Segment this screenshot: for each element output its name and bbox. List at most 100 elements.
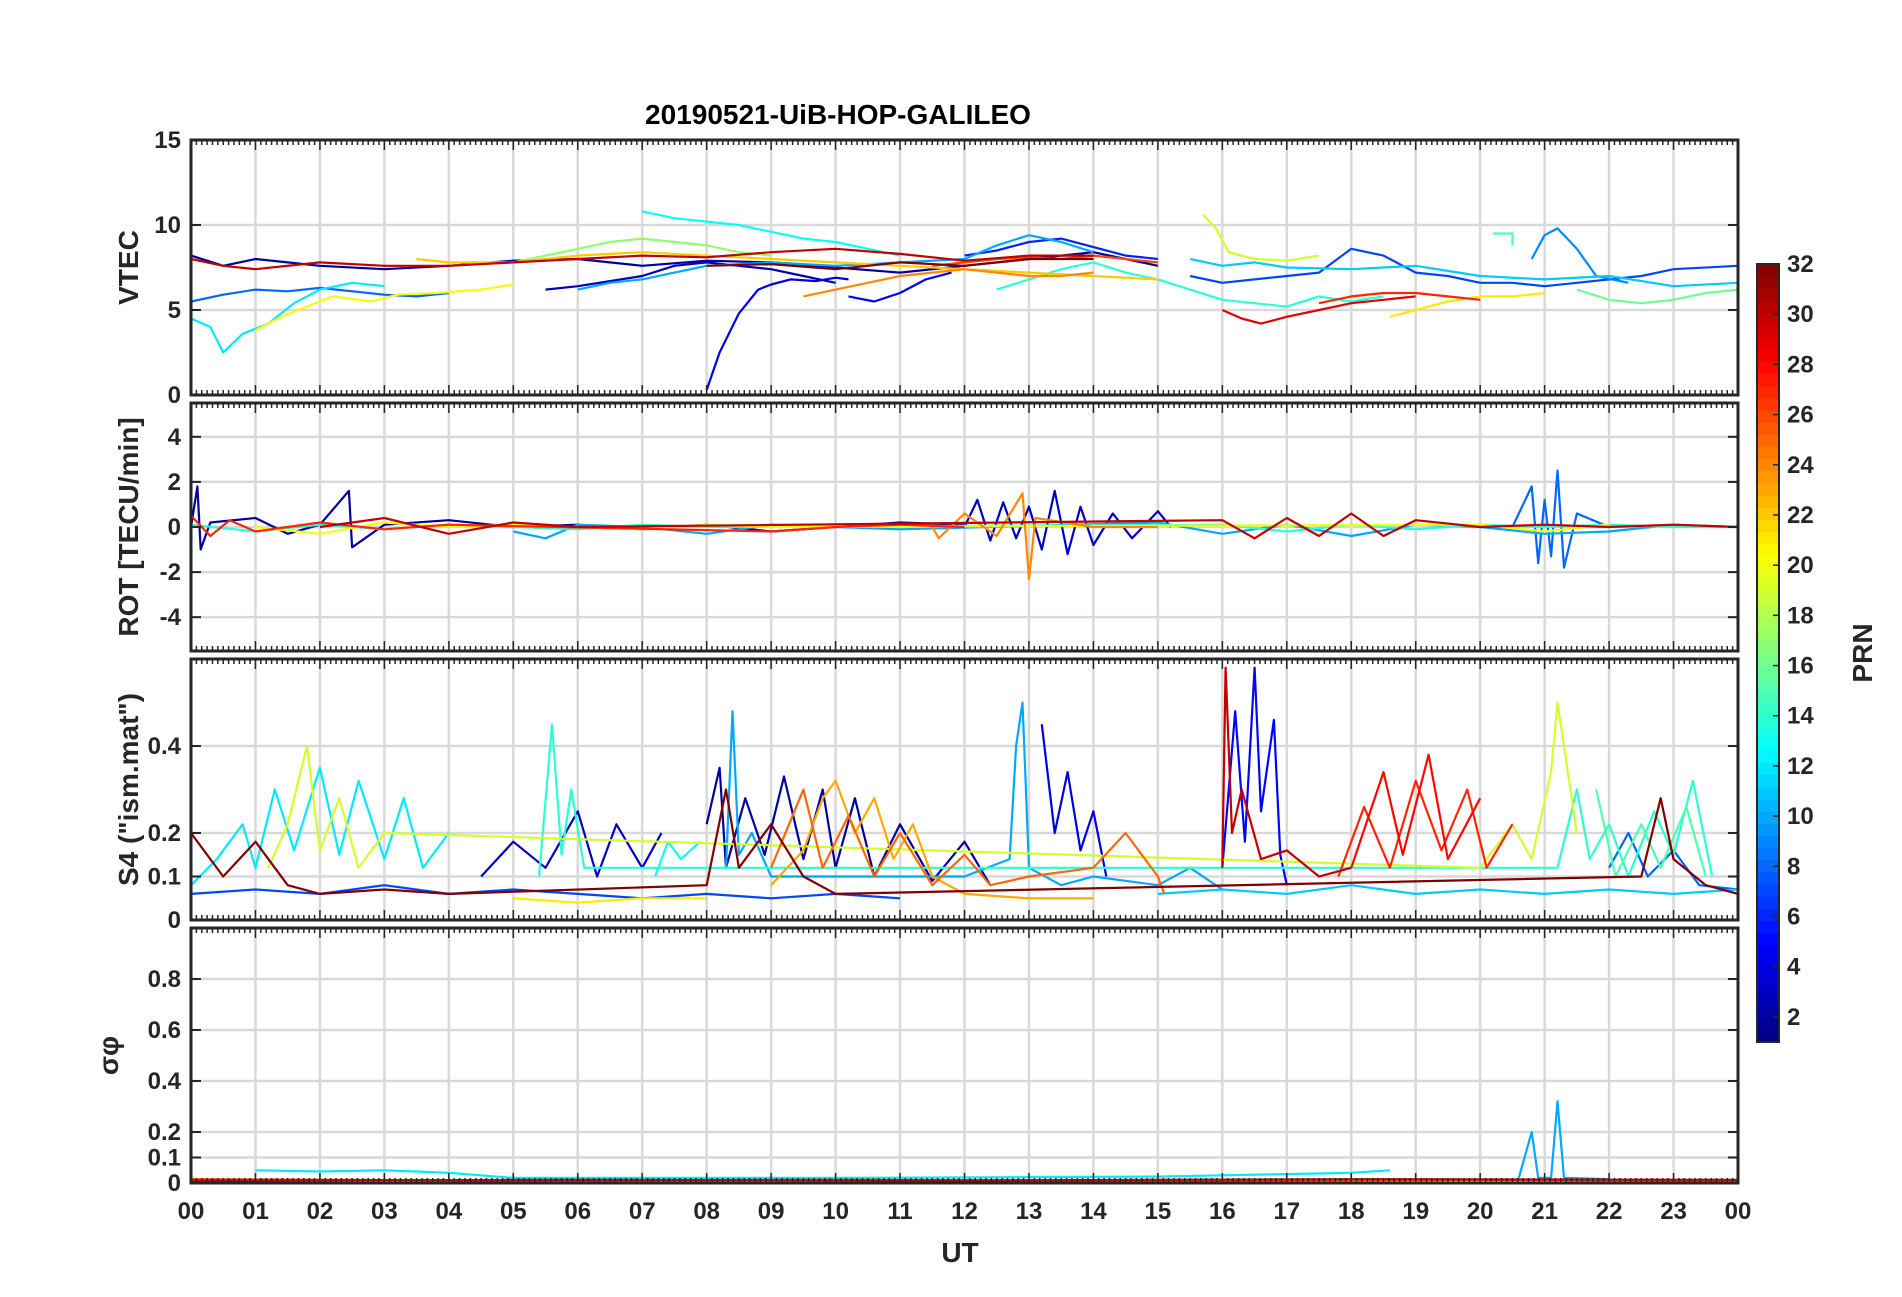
colorbar-swatch	[1757, 336, 1779, 350]
colorbar-swatch	[1757, 592, 1779, 605]
colorbar-frame	[1756, 263, 1780, 1043]
colorbar-swatch	[1757, 701, 1779, 715]
colorbar-swatch	[1757, 604, 1779, 618]
colorbar-swatch	[1757, 324, 1779, 338]
x-tick-label: 16	[1209, 1198, 1236, 1225]
series-prn-30	[191, 247, 1094, 271]
series-prn-6	[964, 237, 1159, 261]
series-prn-14	[996, 261, 1384, 308]
colorbar-swatch	[1757, 422, 1779, 435]
colorbar-swatch	[1757, 944, 1779, 958]
y-tick-label: 2	[168, 469, 181, 496]
colorbar-tick-label: 26	[1787, 402, 1814, 429]
colorbar-tick-label: 22	[1787, 502, 1814, 529]
colorbar-swatch	[1757, 640, 1779, 654]
colorbar-tick-label: 2	[1787, 1004, 1800, 1031]
series-group	[191, 666, 1738, 904]
colorbar-tick-label: 30	[1787, 301, 1814, 328]
colorbar-swatch	[1757, 555, 1779, 569]
colorbar-swatch	[1757, 871, 1779, 885]
colorbar-swatch	[1757, 288, 1779, 302]
x-tick-label: 15	[1145, 1198, 1172, 1225]
series-prn-16	[1576, 288, 1738, 305]
series-prn-8	[1511, 469, 1610, 569]
colorbar-tick-label: 18	[1787, 602, 1814, 629]
colorbar-tick-label: 24	[1787, 452, 1814, 479]
x-tick-label: 08	[693, 1198, 720, 1225]
series-prn-30	[1221, 666, 1352, 878]
y-tick-label: 5	[168, 297, 181, 324]
x-tick-label: 09	[758, 1198, 785, 1225]
colorbar-swatch	[1757, 482, 1779, 496]
colorbar-swatch	[1757, 859, 1779, 873]
x-tick-label: 01	[242, 1198, 269, 1225]
colorbar-swatch	[1757, 811, 1779, 824]
x-tick-label: 17	[1273, 1198, 1300, 1225]
y-tick-label: -4	[160, 604, 182, 631]
y-tick-label: 15	[154, 127, 181, 154]
colorbar-swatch	[1757, 458, 1779, 472]
x-tick-label: 23	[1660, 1198, 1687, 1225]
colorbar-swatch	[1757, 750, 1779, 764]
colorbar-swatch	[1757, 981, 1779, 994]
series-prn-10	[724, 701, 1223, 891]
chart-title: 20190521-UiB-HOP-GALILEO	[645, 99, 1031, 130]
series-prn-11	[1157, 884, 1738, 896]
colorbar-swatch	[1757, 276, 1779, 289]
series-prn-19	[1202, 214, 1320, 262]
series-prn-24	[803, 268, 1094, 298]
colorbar-swatch	[1757, 373, 1779, 387]
y-tick-label: 0	[168, 514, 181, 541]
series-prn-23	[770, 779, 1094, 900]
series-prn-5	[1221, 666, 1288, 886]
colorbar-swatch	[1757, 713, 1779, 727]
colorbar-swatch	[1757, 762, 1779, 776]
series-prn-8	[191, 286, 449, 303]
x-tick-label: 07	[629, 1198, 656, 1225]
colorbar-swatch	[1757, 956, 1779, 970]
x-tick-label: 18	[1338, 1198, 1365, 1225]
y-axis-label: S4 ("ism.mat")	[113, 693, 144, 886]
colorbar-swatch	[1757, 786, 1779, 800]
y-tick-label: -2	[160, 559, 181, 586]
colorbar-swatch	[1757, 823, 1779, 836]
colorbar-swatch	[1757, 300, 1779, 314]
x-tick-label: 10	[822, 1198, 849, 1225]
colorbar-tick-label: 16	[1787, 653, 1814, 680]
x-tick-label: 03	[371, 1198, 398, 1225]
series-prn-15	[1595, 789, 1707, 878]
colorbar-swatch	[1757, 397, 1779, 411]
x-axis-label: UT	[941, 1237, 978, 1268]
colorbar-swatch	[1757, 665, 1779, 678]
series-prn-25	[770, 788, 1166, 895]
colorbar-tick-label: 32	[1787, 251, 1814, 278]
y-tick-label: 0.6	[148, 1017, 181, 1044]
x-tick-label: 13	[1016, 1198, 1043, 1225]
colorbar-swatch	[1757, 507, 1779, 520]
series-prn-12	[255, 1169, 1390, 1180]
colorbar-swatch	[1757, 1005, 1779, 1019]
series-prn-3	[480, 810, 663, 878]
series-prn-10	[1517, 1100, 1610, 1181]
x-tick-label: 12	[951, 1198, 978, 1225]
series-prn-30	[319, 512, 1738, 540]
series-prn-15	[1493, 232, 1514, 246]
colorbar-swatch	[1757, 689, 1779, 703]
colorbar-swatch	[1757, 883, 1779, 897]
series-prn-17	[448, 237, 772, 267]
colorbar-swatch	[1757, 494, 1779, 508]
colorbar-tick-label: 6	[1787, 904, 1800, 931]
colorbar-swatch	[1757, 446, 1779, 460]
y-axis-label: ROT [TECU/min]	[113, 417, 144, 636]
series-group	[191, 210, 1738, 391]
panel-sigma_phi: 00.10.2 0.4 0.6 0.8 σφ	[93, 926, 1740, 1197]
x-tick-label: 19	[1402, 1198, 1429, 1225]
colorbar-swatch	[1757, 993, 1779, 1007]
series-prn-28	[1350, 753, 1482, 869]
colorbar-swatch	[1757, 1029, 1779, 1043]
x-tick-label: 06	[564, 1198, 591, 1225]
series-prn-5	[848, 271, 952, 303]
colorbar-tick-label: 10	[1787, 803, 1814, 830]
colorbar-swatch	[1757, 361, 1779, 375]
